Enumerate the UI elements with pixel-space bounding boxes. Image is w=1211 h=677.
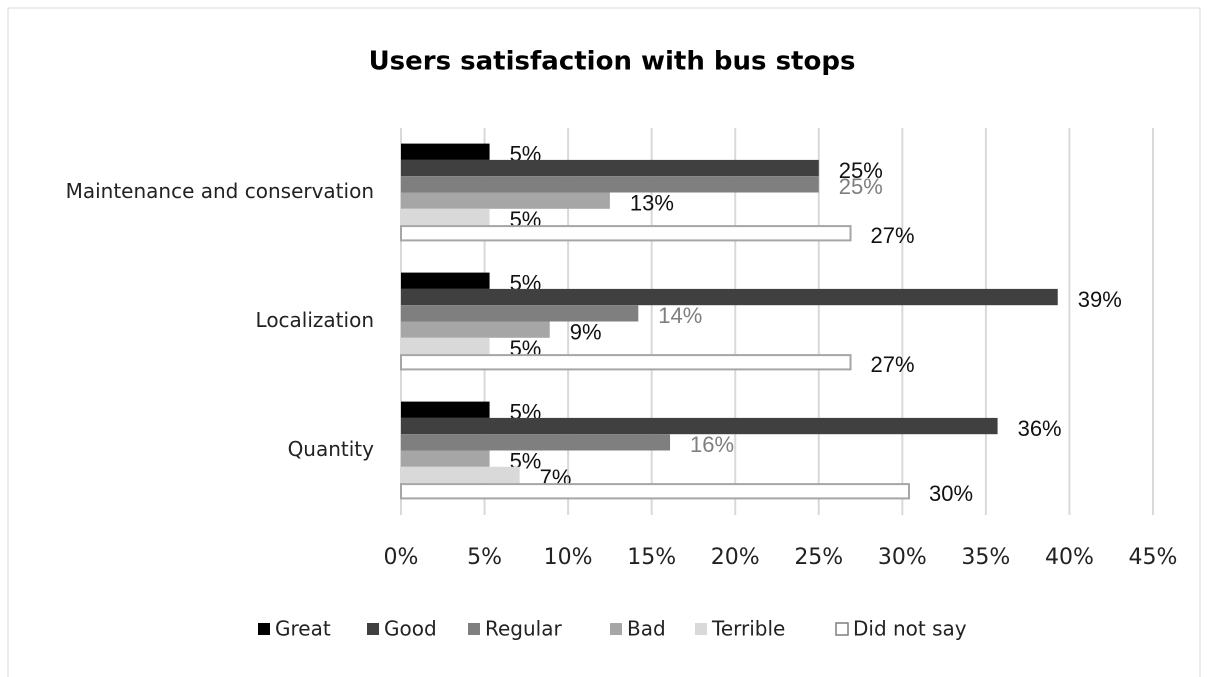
bar <box>401 434 671 451</box>
bar <box>401 208 490 226</box>
chart-frame <box>7 7 1201 677</box>
bar <box>401 192 610 209</box>
category-label: Quantity <box>288 437 375 461</box>
bar <box>401 321 550 338</box>
legend-swatch <box>468 623 480 635</box>
x-tick-label: 45% <box>1129 545 1178 570</box>
bar <box>401 159 819 177</box>
bar <box>401 401 490 418</box>
legend-swatch <box>367 623 379 635</box>
data-label: 27% <box>871 223 915 248</box>
data-label: 36% <box>1018 416 1062 441</box>
data-label: 30% <box>929 481 973 506</box>
data-label: 25% <box>839 174 883 199</box>
legend-label: Did not say <box>853 617 967 641</box>
data-label: 25% <box>839 158 883 183</box>
data-label: 9% <box>570 319 602 344</box>
legend-label: Regular <box>485 617 562 641</box>
x-tick-label: 15% <box>627 545 676 570</box>
category-label: Maintenance and conservation <box>66 179 374 203</box>
bar <box>401 272 490 289</box>
bar <box>401 466 520 484</box>
bar <box>401 143 490 160</box>
legend-swatch <box>610 623 622 635</box>
legend-swatch <box>695 623 707 635</box>
x-tick-label: 10% <box>544 545 593 570</box>
legend-swatch <box>835 622 849 636</box>
x-tick-label: 40% <box>1045 545 1094 570</box>
data-label: 16% <box>690 432 734 457</box>
data-label: 13% <box>630 190 674 215</box>
legend-label: Bad <box>627 617 666 641</box>
x-tick-label: 30% <box>878 545 927 570</box>
legend-swatch <box>258 623 270 635</box>
bar <box>401 337 490 355</box>
x-tick-label: 0% <box>384 545 419 570</box>
legend-label: Great <box>275 617 331 641</box>
bar <box>400 483 911 500</box>
legend-label: Terrible <box>711 617 785 641</box>
bar <box>401 450 490 467</box>
x-tick-label: 5% <box>467 545 502 570</box>
bar <box>401 417 998 435</box>
bar <box>400 225 852 242</box>
data-label: 39% <box>1078 287 1122 312</box>
x-tick-label: 25% <box>794 545 843 570</box>
x-tick-label: 35% <box>961 545 1010 570</box>
x-tick-label: 20% <box>711 545 760 570</box>
bar <box>401 176 819 193</box>
bar <box>400 354 852 371</box>
chart-title: Users satisfaction with bus stops <box>369 47 856 77</box>
data-label: 27% <box>871 352 915 377</box>
bar <box>401 305 639 322</box>
legend-label: Good <box>384 617 437 641</box>
bar <box>401 288 1058 306</box>
data-label: 14% <box>658 303 702 328</box>
category-label: Localization <box>256 308 374 332</box>
